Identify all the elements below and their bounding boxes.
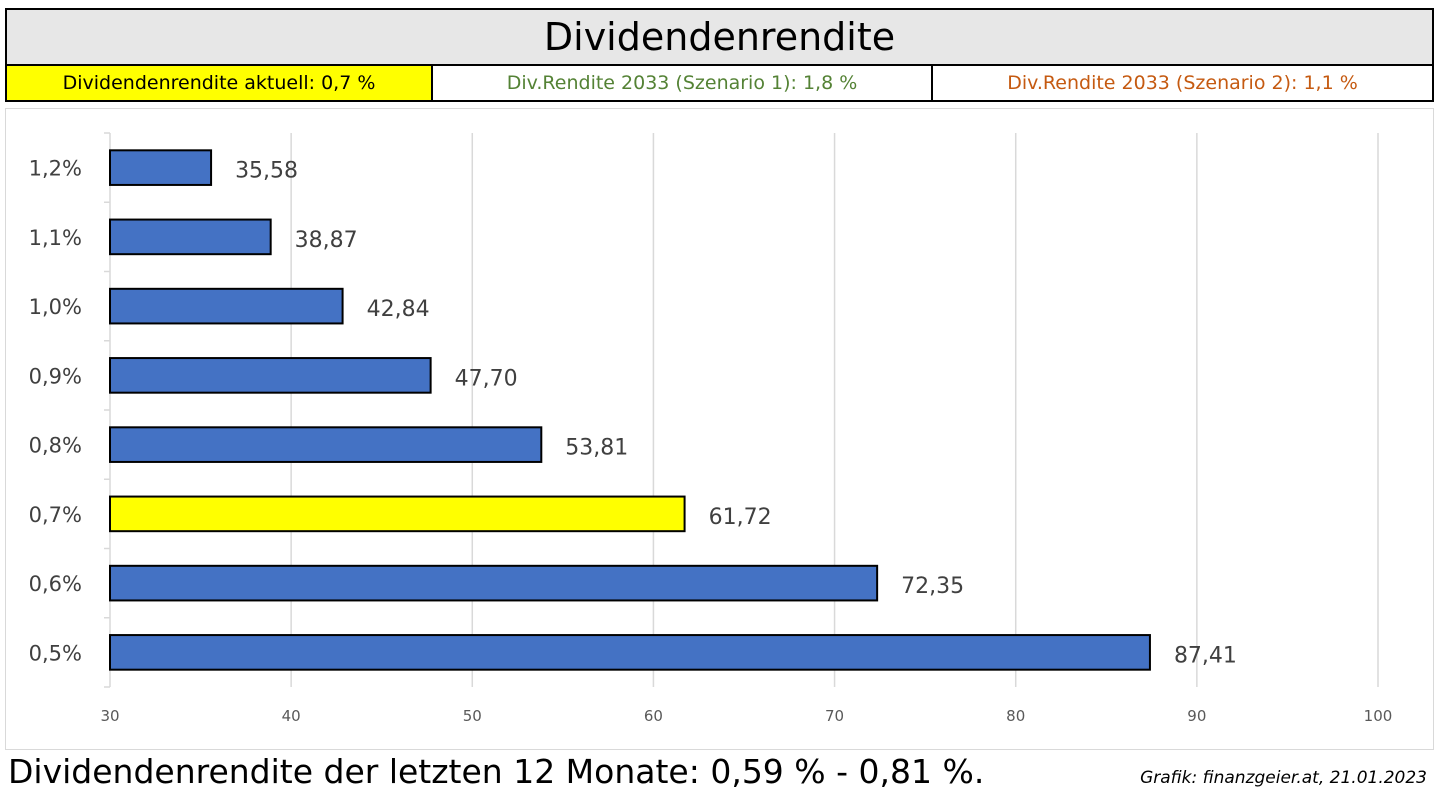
footer-summary: Dividendenrendite der letzten 12 Monate:… bbox=[8, 752, 985, 791]
bar bbox=[109, 634, 1151, 671]
category-label: 0,7% bbox=[29, 503, 82, 527]
data-label: 87,41 bbox=[1174, 643, 1237, 668]
bar bbox=[109, 287, 344, 325]
data-label: 61,72 bbox=[709, 505, 772, 530]
scenario2-yield-label: Div.Rendite 2033 (Szenario 2): 1,1 % bbox=[933, 66, 1434, 102]
category-label: 0,9% bbox=[29, 364, 82, 388]
bar bbox=[109, 357, 432, 394]
category-label: 0,6% bbox=[29, 572, 82, 596]
category-label: 1,0% bbox=[29, 295, 82, 319]
category-label: 0,5% bbox=[29, 641, 82, 665]
data-label: 53,81 bbox=[565, 436, 628, 461]
data-label: 35,58 bbox=[235, 159, 298, 184]
chart-title: Dividendenrendite bbox=[5, 8, 1434, 66]
chart-area: 30 40 50 60 70 80 90 100 1,2% 35,58 1,1% 38,87 1,0% 4… bbox=[5, 108, 1434, 750]
x-tick-label: 30 bbox=[100, 707, 119, 725]
info-row: Dividendenrendite aktuell: 0,7 % Div.Ren… bbox=[5, 66, 1434, 102]
category-label: 1,2% bbox=[29, 157, 82, 181]
category-label: 0,8% bbox=[29, 434, 82, 458]
data-label: 42,84 bbox=[367, 297, 430, 322]
x-tick-label: 80 bbox=[1006, 707, 1025, 725]
x-tick-label: 50 bbox=[463, 707, 482, 725]
x-tick-label: 100 bbox=[1364, 707, 1393, 725]
footer-credit: Grafik: finanzgeier.at, 21.01.2023 bbox=[1140, 768, 1427, 788]
data-label: 72,35 bbox=[901, 574, 964, 599]
bar bbox=[109, 426, 543, 463]
category-label: 1,1% bbox=[29, 226, 82, 250]
current-yield-label: Dividendenrendite aktuell: 0,7 % bbox=[5, 66, 433, 102]
bar-chart: 30 40 50 60 70 80 90 100 1,2% 35,58 1,1% 38,87 1,0% 4… bbox=[29, 132, 1393, 725]
scenario1-yield-label: Div.Rendite 2033 (Szenario 1): 1,8 % bbox=[433, 66, 933, 102]
bar-highlight bbox=[109, 495, 686, 533]
data-label: 47,70 bbox=[455, 366, 518, 391]
bar bbox=[109, 149, 213, 186]
data-label: 38,87 bbox=[295, 228, 358, 253]
x-tick-label: 90 bbox=[1187, 707, 1206, 725]
bar bbox=[109, 218, 272, 256]
x-tick-label: 40 bbox=[282, 707, 301, 725]
x-tick-label: 60 bbox=[644, 707, 663, 725]
bar bbox=[109, 564, 879, 602]
x-tick-label: 70 bbox=[825, 707, 844, 725]
